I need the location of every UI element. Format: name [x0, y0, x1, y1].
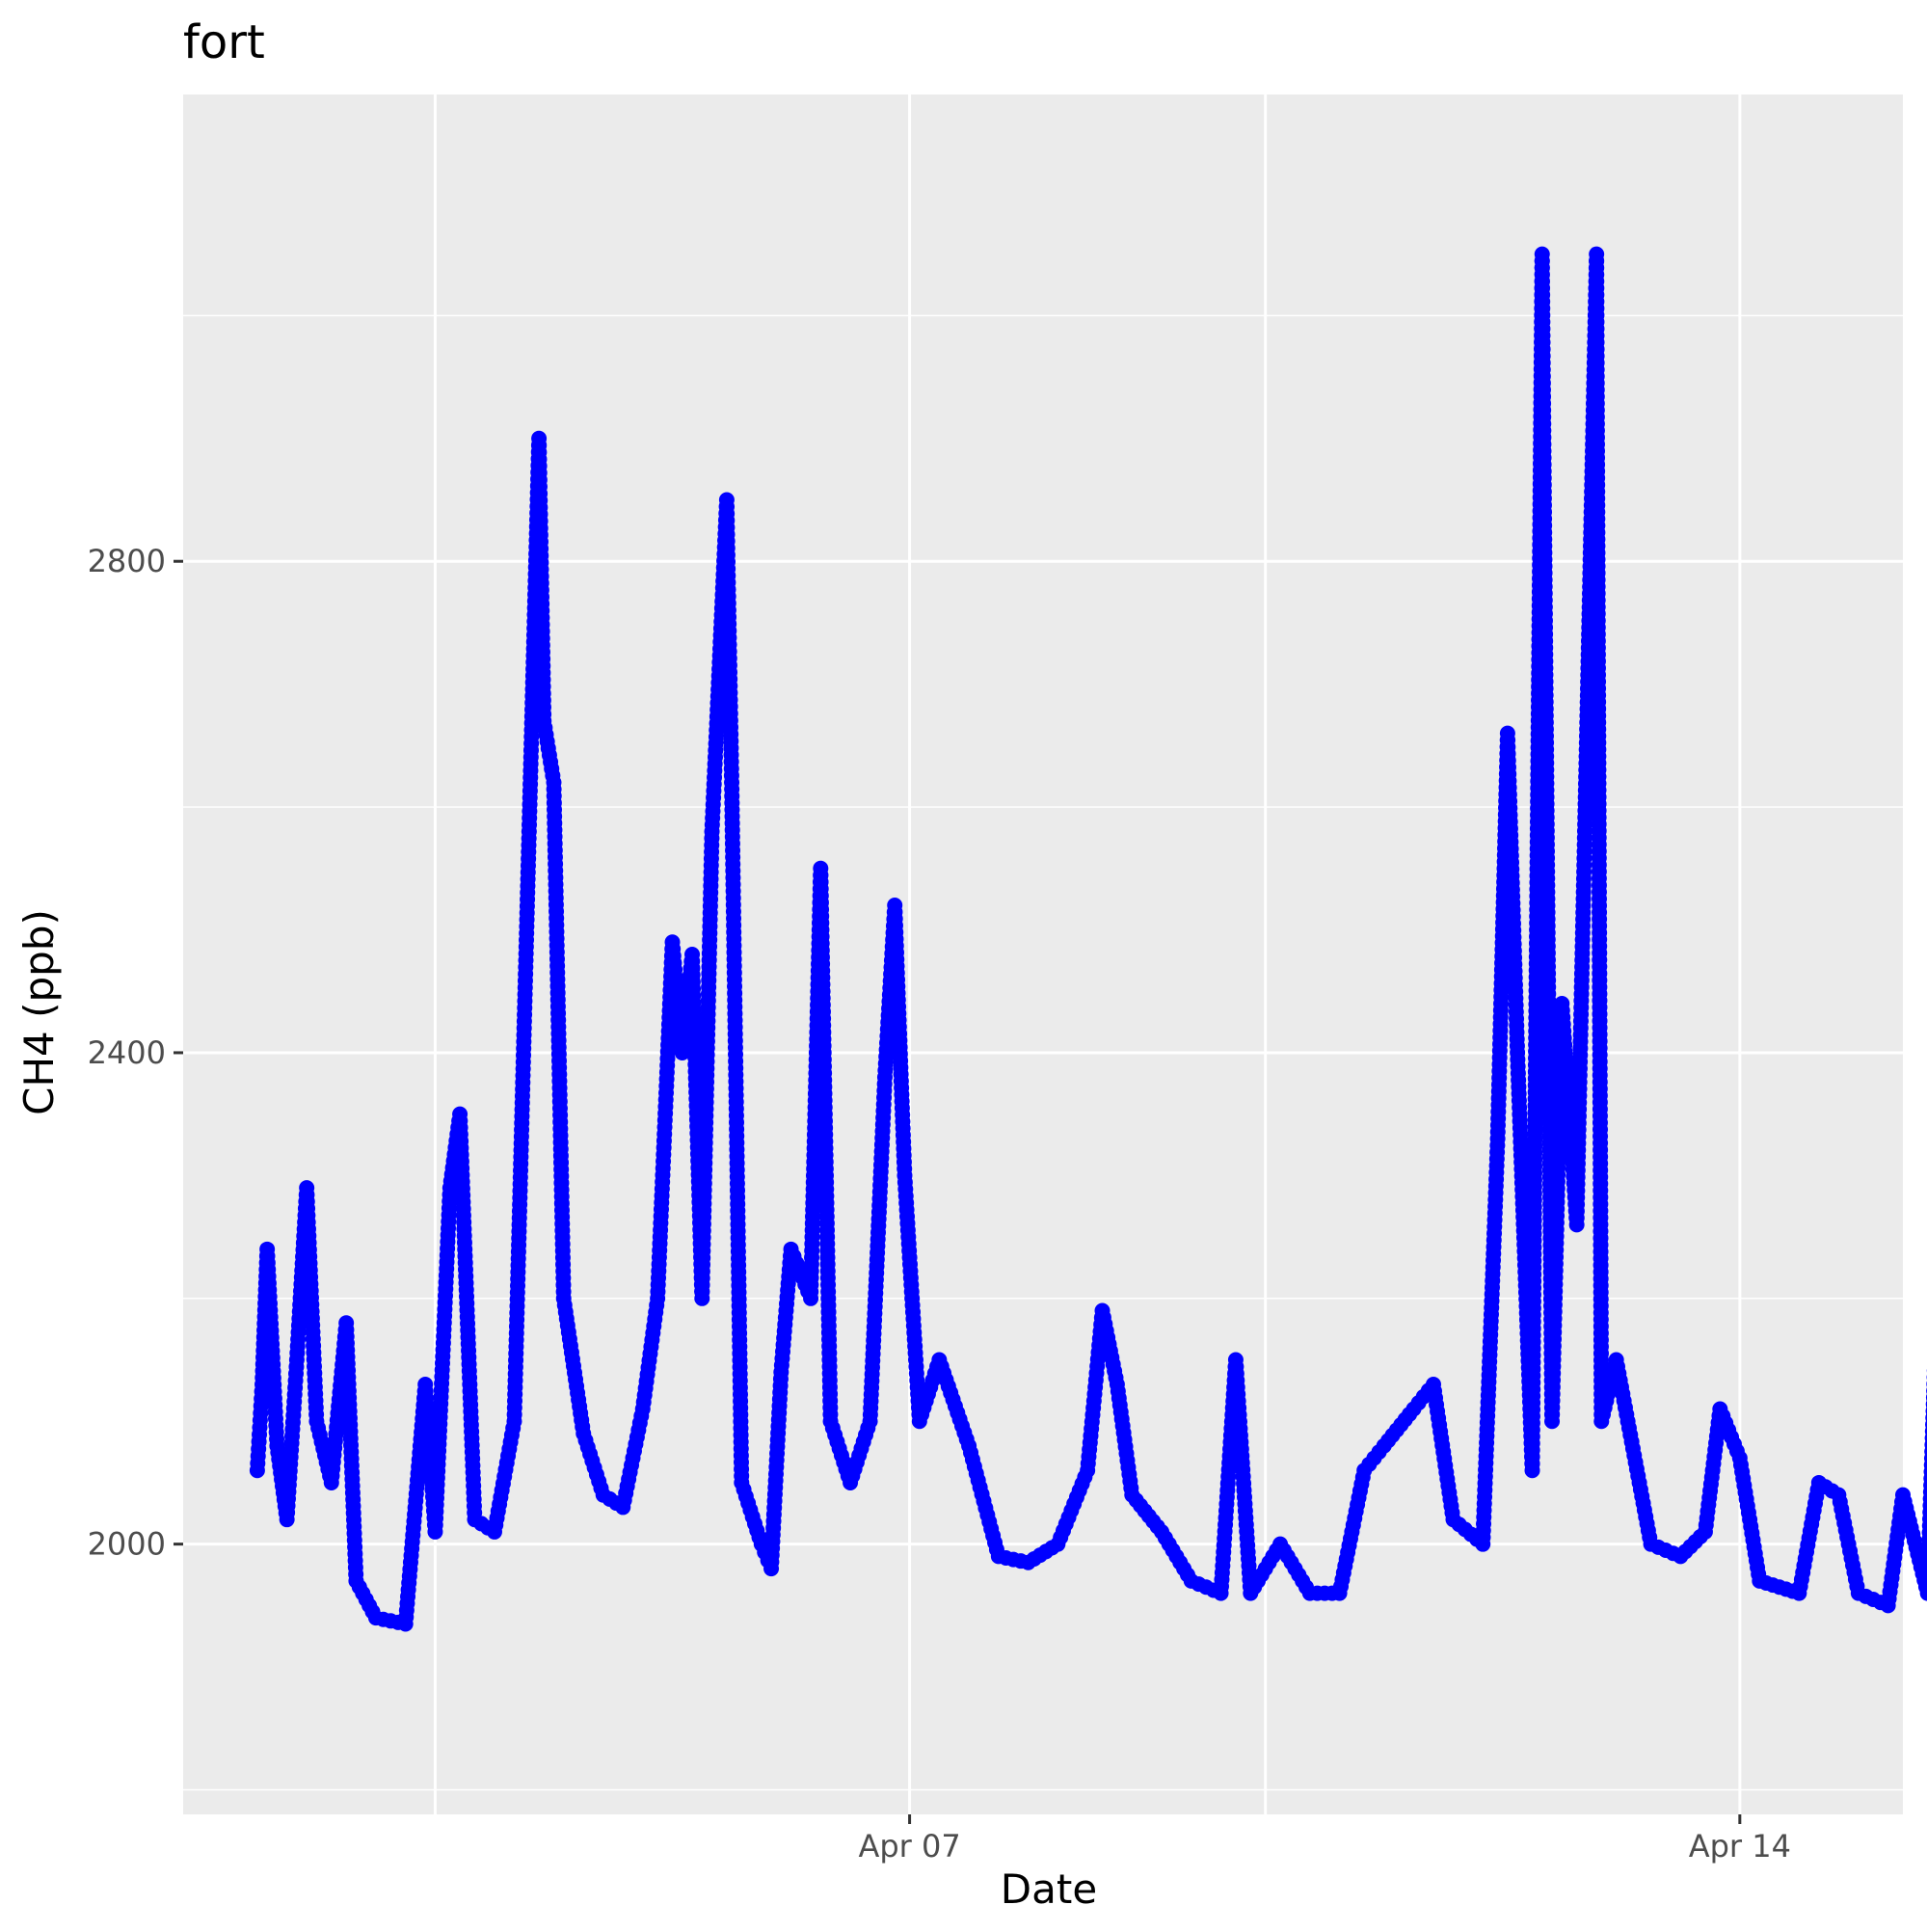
y-tick-label: 2400	[88, 1034, 166, 1071]
y-axis: 2000 2400 2800	[88, 543, 183, 1562]
y-tick-label: 2000	[88, 1526, 166, 1563]
x-tick-label: Apr 07	[858, 1828, 960, 1865]
x-axis-label: Date	[1001, 1865, 1097, 1913]
x-axis: Apr 07 Apr 14	[858, 1814, 1790, 1865]
x-tick-label: Apr 14	[1689, 1828, 1791, 1865]
y-tick-label: 2800	[88, 543, 166, 579]
y-axis-label: CH4 (ppb)	[15, 909, 63, 1115]
chart-title: fort	[183, 15, 265, 69]
